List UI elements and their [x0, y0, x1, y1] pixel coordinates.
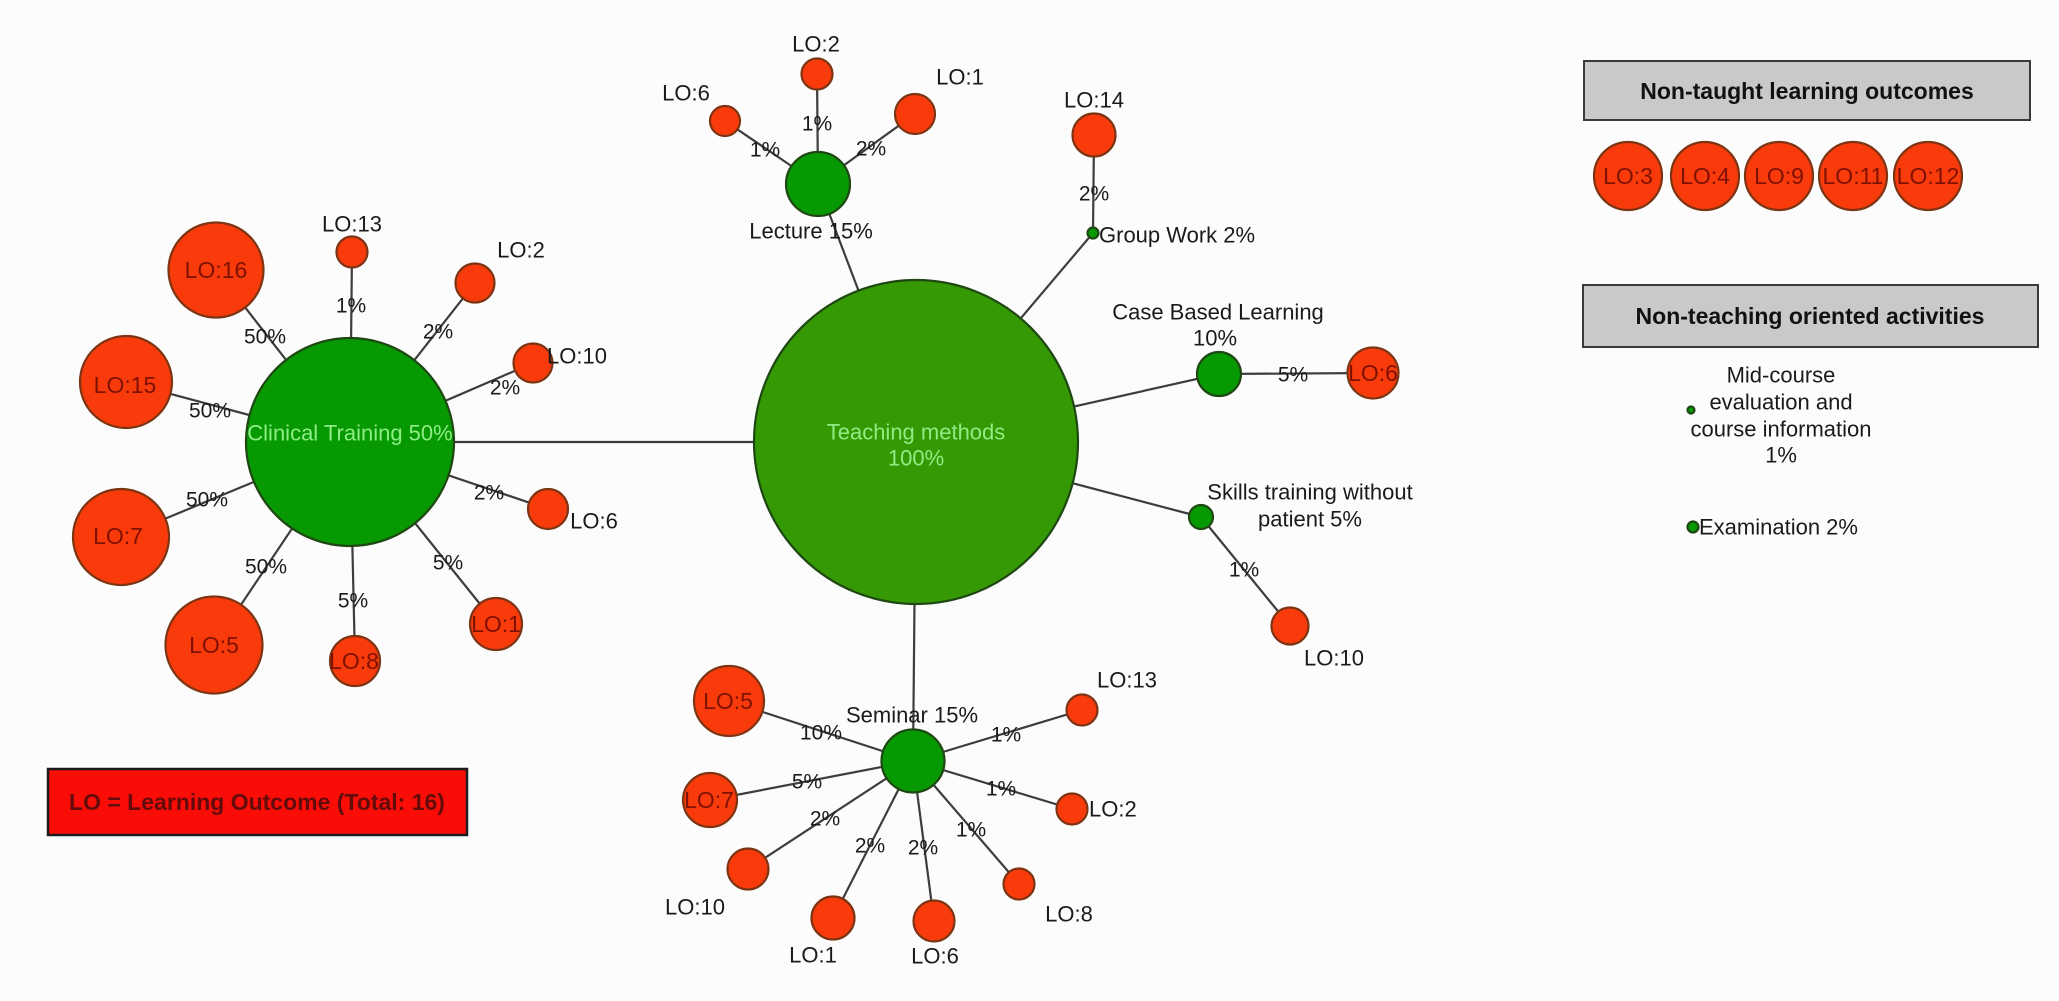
svg-text:LO:11: LO:11	[1823, 163, 1884, 189]
svg-text:10%: 10%	[1193, 326, 1237, 351]
svg-text:50%: 50%	[189, 400, 231, 423]
svg-text:LO:12: LO:12	[1897, 163, 1960, 189]
svg-text:10%: 10%	[800, 722, 842, 745]
svg-text:5%: 5%	[1278, 364, 1308, 387]
svg-text:Skills training without: Skills training without	[1207, 480, 1412, 505]
svg-text:LO:16: LO:16	[185, 257, 248, 283]
svg-text:LO:9: LO:9	[1754, 163, 1804, 189]
svg-text:evaluation and: evaluation and	[1709, 390, 1852, 415]
svg-text:50%: 50%	[244, 326, 286, 349]
svg-text:LO:5: LO:5	[189, 632, 239, 658]
svg-text:2%: 2%	[855, 835, 885, 858]
svg-text:Lecture 15%: Lecture 15%	[749, 219, 873, 244]
svg-text:LO:2: LO:2	[792, 32, 840, 57]
svg-text:LO:3: LO:3	[1603, 163, 1653, 189]
svg-text:LO:8: LO:8	[1045, 902, 1093, 927]
svg-text:5%: 5%	[338, 590, 368, 613]
svg-text:LO:5: LO:5	[703, 688, 753, 714]
svg-text:1%: 1%	[336, 295, 366, 318]
svg-text:LO:2: LO:2	[1089, 797, 1137, 822]
svg-text:LO:2: LO:2	[497, 238, 545, 263]
svg-text:Case Based Learning: Case Based Learning	[1112, 300, 1324, 325]
svg-text:LO:15: LO:15	[94, 372, 157, 398]
svg-text:5%: 5%	[433, 552, 463, 575]
svg-text:LO:1: LO:1	[936, 65, 984, 90]
svg-text:2%: 2%	[490, 377, 520, 400]
svg-text:LO:4: LO:4	[1680, 163, 1730, 189]
svg-text:LO:8: LO:8	[329, 648, 379, 674]
svg-text:2%: 2%	[423, 321, 453, 344]
svg-text:Teaching methods: Teaching methods	[827, 420, 1006, 445]
svg-text:5%: 5%	[792, 771, 822, 794]
svg-text:LO:6: LO:6	[911, 944, 959, 969]
svg-text:1%: 1%	[802, 113, 832, 136]
svg-text:Group Work 2%: Group Work 2%	[1099, 223, 1255, 248]
svg-text:Clinical Training 50%: Clinical Training 50%	[247, 421, 452, 446]
svg-text:2%: 2%	[1079, 183, 1109, 206]
svg-text:LO:13: LO:13	[1097, 668, 1157, 693]
svg-text:Mid-course: Mid-course	[1727, 363, 1836, 388]
svg-text:LO:6: LO:6	[1348, 360, 1398, 386]
svg-text:100%: 100%	[888, 446, 944, 471]
svg-text:50%: 50%	[186, 489, 228, 512]
svg-text:2%: 2%	[810, 808, 840, 831]
svg-text:LO:1: LO:1	[471, 611, 521, 637]
svg-text:1%: 1%	[1229, 559, 1259, 582]
svg-text:LO = Learning Outcome (Total:: LO = Learning Outcome (Total: 16)	[69, 789, 445, 815]
svg-text:Seminar 15%: Seminar 15%	[846, 703, 978, 728]
svg-text:1%: 1%	[986, 778, 1016, 801]
svg-text:2%: 2%	[856, 138, 886, 161]
svg-text:LO:1: LO:1	[789, 943, 837, 968]
svg-text:LO:10: LO:10	[1304, 646, 1364, 671]
svg-text:LO:10: LO:10	[665, 895, 725, 920]
svg-text:1%: 1%	[1765, 443, 1797, 468]
svg-text:Non-teaching oriented activiti: Non-teaching oriented activities	[1636, 303, 1985, 329]
svg-text:LO:7: LO:7	[684, 787, 734, 813]
svg-text:50%: 50%	[245, 556, 287, 579]
svg-text:LO:6: LO:6	[662, 81, 710, 106]
svg-text:LO:6: LO:6	[570, 509, 618, 534]
svg-text:patient 5%: patient 5%	[1258, 507, 1362, 532]
svg-text:course information: course information	[1691, 417, 1872, 442]
svg-text:1%: 1%	[750, 139, 780, 162]
svg-text:Examination 2%: Examination 2%	[1699, 515, 1858, 540]
svg-text:LO:7: LO:7	[93, 523, 143, 549]
svg-text:1%: 1%	[991, 724, 1021, 747]
svg-text:LO:14: LO:14	[1064, 88, 1124, 113]
svg-text:2%: 2%	[908, 837, 938, 860]
svg-text:2%: 2%	[474, 482, 504, 505]
svg-text:LO:13: LO:13	[322, 212, 382, 237]
svg-text:Non-taught learning outcomes: Non-taught learning outcomes	[1640, 78, 1974, 104]
svg-text:1%: 1%	[956, 819, 986, 842]
svg-text:LO:10: LO:10	[547, 344, 607, 369]
